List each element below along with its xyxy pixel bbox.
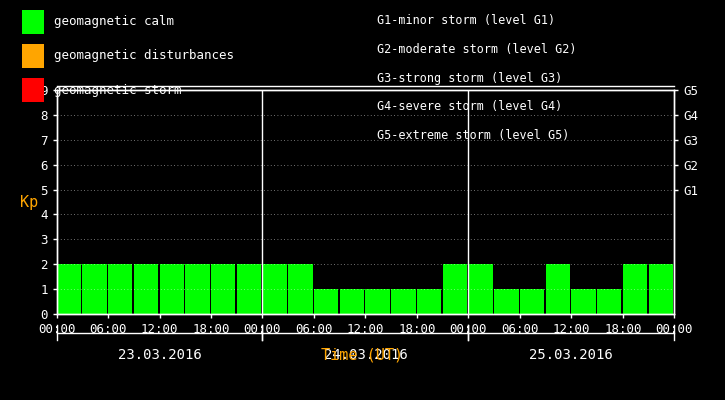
- Bar: [185, 264, 210, 314]
- Bar: [417, 289, 442, 314]
- Bar: [82, 264, 107, 314]
- Bar: [365, 289, 390, 314]
- Bar: [339, 289, 364, 314]
- Bar: [442, 264, 467, 314]
- Bar: [262, 264, 287, 314]
- Bar: [597, 289, 621, 314]
- Bar: [468, 264, 493, 314]
- Bar: [211, 264, 236, 314]
- Text: 24.03.2016: 24.03.2016: [323, 348, 407, 362]
- Bar: [133, 264, 158, 314]
- Text: G1-minor storm (level G1): G1-minor storm (level G1): [377, 14, 555, 27]
- Text: 23.03.2016: 23.03.2016: [117, 348, 202, 362]
- Bar: [545, 264, 570, 314]
- Text: G5-extreme storm (level G5): G5-extreme storm (level G5): [377, 129, 569, 142]
- Text: geomagnetic calm: geomagnetic calm: [54, 16, 175, 28]
- Text: Time (UT): Time (UT): [321, 348, 404, 363]
- Bar: [288, 264, 312, 314]
- Text: G4-severe storm (level G4): G4-severe storm (level G4): [377, 100, 563, 114]
- Bar: [160, 264, 184, 314]
- Text: geomagnetic disturbances: geomagnetic disturbances: [54, 50, 234, 62]
- Bar: [494, 289, 518, 314]
- Text: G3-strong storm (level G3): G3-strong storm (level G3): [377, 72, 563, 85]
- Bar: [623, 264, 647, 314]
- Bar: [392, 289, 415, 314]
- Text: 25.03.2016: 25.03.2016: [529, 348, 613, 362]
- Bar: [108, 264, 133, 314]
- Bar: [57, 264, 81, 314]
- Bar: [314, 289, 339, 314]
- Y-axis label: Kp: Kp: [20, 194, 38, 210]
- Bar: [236, 264, 261, 314]
- Bar: [520, 289, 544, 314]
- Bar: [648, 264, 673, 314]
- Text: G2-moderate storm (level G2): G2-moderate storm (level G2): [377, 43, 576, 56]
- Text: geomagnetic storm: geomagnetic storm: [54, 84, 182, 96]
- Bar: [571, 289, 596, 314]
